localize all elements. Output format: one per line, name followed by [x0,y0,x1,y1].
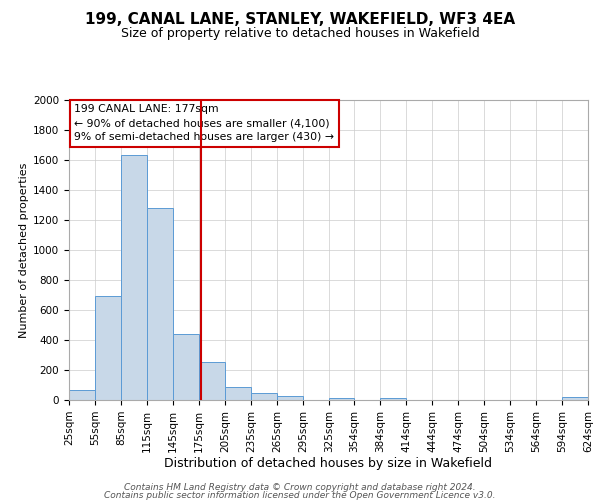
Bar [121,155,147,400]
Bar [95,296,121,400]
Bar [69,390,95,400]
Bar [199,362,225,400]
Bar [329,398,354,400]
Text: Size of property relative to detached houses in Wakefield: Size of property relative to detached ho… [121,28,479,40]
Bar [380,398,406,400]
Bar [225,386,251,400]
Y-axis label: Number of detached properties: Number of detached properties [19,162,29,338]
Bar [147,208,173,400]
X-axis label: Distribution of detached houses by size in Wakefield: Distribution of detached houses by size … [164,458,493,470]
Bar [251,392,277,400]
Bar [277,396,303,400]
Text: Contains HM Land Registry data © Crown copyright and database right 2024.: Contains HM Land Registry data © Crown c… [124,484,476,492]
Text: 199, CANAL LANE, STANLEY, WAKEFIELD, WF3 4EA: 199, CANAL LANE, STANLEY, WAKEFIELD, WF3… [85,12,515,28]
Text: 199 CANAL LANE: 177sqm
← 90% of detached houses are smaller (4,100)
9% of semi-d: 199 CANAL LANE: 177sqm ← 90% of detached… [74,104,334,142]
Bar [562,397,588,400]
Bar [173,334,199,400]
Text: Contains public sector information licensed under the Open Government Licence v3: Contains public sector information licen… [104,490,496,500]
